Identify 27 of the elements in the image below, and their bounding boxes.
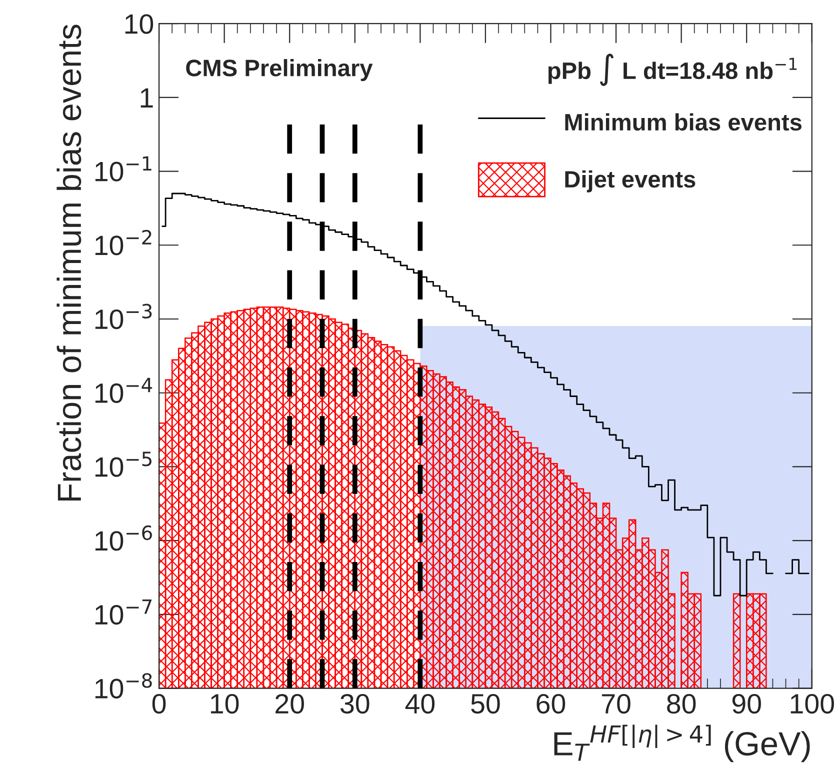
y-tick-label: 10$^{−3}$ [95, 304, 152, 330]
x-tick-label: 70 [602, 694, 630, 714]
y-tick-label: 10$^{−7}$ [95, 600, 152, 625]
annotation: pPb ∫ L dt=18.48 nb$^{−1}$ [548, 54, 797, 86]
y-tick-label: 10$^{−5}$ [95, 452, 152, 477]
y-tick-label: 10 [125, 14, 154, 34]
x-axis-title: E$_{T}$$^{HF[|η|>4]}$ (GeV) [554, 724, 810, 762]
x-tick-label: 100 [790, 694, 834, 714]
y-tick-label: 10$^{−2}$ [95, 230, 152, 256]
x-tick-label: 30 [340, 694, 370, 714]
y-tick-label: 10$^{−6}$ [95, 525, 152, 551]
y-tick-label: 1 [140, 88, 153, 108]
x-tick-label: 20 [276, 694, 304, 714]
legend-label: Minimum bias events [565, 113, 802, 131]
x-tick-label: 50 [471, 694, 500, 714]
y-axis-title: Fraction of minimum bias events [56, 24, 82, 501]
x-tick-label: 90 [732, 694, 761, 714]
x-tick-label: 40 [405, 694, 435, 714]
x-tick-label: 0 [152, 694, 166, 714]
annotation: CMS Preliminary [186, 59, 373, 82]
y-tick-label: 10$^{−8}$ [95, 673, 152, 698]
x-tick-label: 60 [536, 694, 566, 714]
y-tick-label: 10$^{−4}$ [95, 378, 152, 404]
x-tick-label: 80 [667, 694, 696, 714]
x-tick-label: 10 [210, 694, 239, 714]
y-tick-label: 10$^{−1}$ [95, 156, 152, 182]
legend-label: Dijet events [565, 170, 696, 192]
